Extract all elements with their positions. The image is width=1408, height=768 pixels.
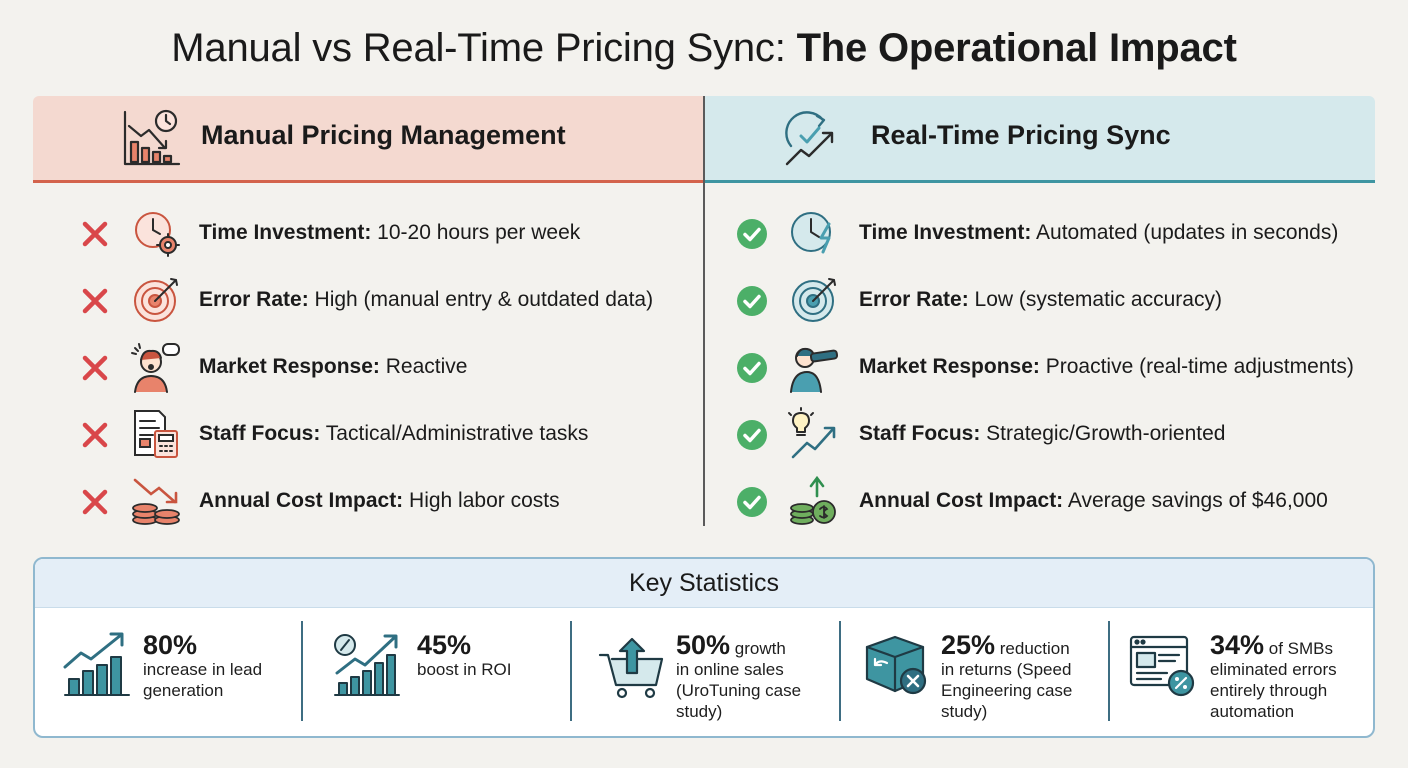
percent-chart-icon [334,634,400,696]
stat-value: 34% [1210,630,1265,660]
realtime-column-header: Real-Time Pricing Sync [705,96,1375,183]
x-mark-icon [82,221,108,247]
row-value: Proactive (real-time adjustments) [1039,355,1354,378]
page-title: Manual vs Real-Time Pricing Sync: The Op… [171,26,1237,70]
stat-divider [839,621,841,721]
stat-text: eliminated errors [1210,660,1337,679]
target-bullseye-icon [792,278,836,322]
x-mark-icon [82,489,108,515]
row-value: 10-20 hours per week [371,221,581,244]
box-return-icon [865,635,927,695]
stressed-person-icon [131,343,180,393]
check-circle-icon [737,286,767,316]
row-label: Time Investment: [859,221,1032,244]
row-value: Automated (updates in seconds) [1031,221,1339,244]
target-arrow-icon [134,278,178,322]
manual-column-header: Manual Pricing Management [33,96,703,183]
stat-text: Engineering case [941,681,1073,700]
check-circle-icon [737,353,767,383]
manual-row-staff-focus: Staff Focus: Tactical/Administrative tas… [33,407,703,463]
document-calculator-icon [134,410,178,458]
realtime-row-time-investment: Time Investment: Automated (updates in s… [705,206,1375,262]
row-value: Reactive [379,355,468,378]
manual-row-error-rate: Error Rate: High (manual entry & outdate… [33,273,703,329]
realtime-row-staff-focus: Staff Focus: Strategic/Growth-oriented [705,407,1375,463]
manual-heading: Manual Pricing Management [201,120,566,150]
stat-text: generation [143,681,224,700]
stat-divider [1108,621,1110,721]
row-value: High (manual entry & outdated data) [308,288,654,311]
coins-up-arrow-icon [790,475,836,525]
stat-value: 45% [417,630,472,660]
row-value: Average savings of $46,000 [1063,489,1328,512]
stat-text: study) [941,702,988,721]
realtime-heading: Real-Time Pricing Sync [871,120,1171,150]
x-mark-icon [82,288,108,314]
row-label: Annual Cost Impact: [199,489,404,512]
stat-text: entirely through [1210,681,1328,700]
row-value: Strategic/Growth-oriented [980,422,1226,445]
realtime-row-error-rate: Error Rate: Low (systematic accuracy) [705,273,1375,329]
key-statistics-heading: Key Statistics [35,559,1373,608]
shopping-cart-upload-icon [598,637,664,699]
stat-line1: reduction [995,639,1070,658]
manual-row-market-response: Market Response: Reactive [33,340,703,396]
realtime-row-market-response: Market Response: Proactive (real-time ad… [705,340,1375,396]
stat-returns: 25% reduction in returns (Speed Engineer… [861,621,1111,721]
manual-row-annual-cost: Annual Cost Impact: High labor costs [33,474,703,530]
coins-down-arrow-icon [132,478,180,525]
stat-divider [570,621,572,721]
row-label: Market Response: [199,355,380,378]
row-label: Error Rate: [859,288,969,311]
stat-text: (UroTuning case [676,681,802,700]
lightbulb-growth-icon [788,407,836,459]
check-circle-icon [737,420,767,450]
row-value: Tactical/Administrative tasks [320,422,589,445]
sync-check-growth-icon [785,111,834,166]
stat-divider [301,621,303,721]
stat-value: 80% [143,630,198,660]
manual-row-time-investment: Time Investment: 10-20 hours per week [33,206,703,262]
stat-value: 25% [941,630,996,660]
row-label: Time Investment: [199,221,372,244]
row-label: Market Response: [859,355,1040,378]
stat-text: in returns (Speed [941,660,1072,679]
x-mark-icon [82,422,108,448]
check-circle-icon [737,219,767,249]
stat-text: automation [1210,702,1295,721]
stat-text: study) [676,702,723,721]
stat-online-sales: 50% growth in online sales (UroTuning ca… [598,621,838,721]
row-label: Staff Focus: [199,422,321,445]
clock-gear-icon [135,212,180,257]
row-label: Error Rate: [199,288,309,311]
check-circle-icon [737,487,767,517]
stat-smb-errors: 34% of SMBs eliminated errors entirely t… [1127,621,1367,721]
person-telescope-icon [790,347,839,393]
stat-value: 50% [676,630,731,660]
stat-text: in online sales [676,660,784,679]
row-value: High labor costs [403,489,560,512]
row-label: Staff Focus: [859,422,981,445]
column-divider [703,96,705,526]
stat-text: boost in ROI [417,660,512,679]
stat-line1: of SMBs [1264,639,1334,658]
stat-roi: 45% boost in ROI [331,621,571,721]
stat-line1: growth [730,639,786,658]
browser-percent-icon [1129,635,1195,697]
row-value: Low (systematic accuracy) [968,288,1222,311]
chart-declining-clock-icon [123,109,181,166]
row-label: Annual Cost Impact: [859,489,1064,512]
bar-chart-growth-icon [63,632,130,696]
x-mark-icon [82,355,108,381]
clock-lightning-icon [791,212,831,254]
stat-text: increase in lead [143,660,263,679]
key-statistics-panel: Key Statistics 80% increase in lead gene… [33,557,1375,738]
stat-lead-generation: 80% increase in lead generation [61,621,301,721]
realtime-row-annual-cost: Annual Cost Impact: Average savings of $… [705,474,1375,530]
